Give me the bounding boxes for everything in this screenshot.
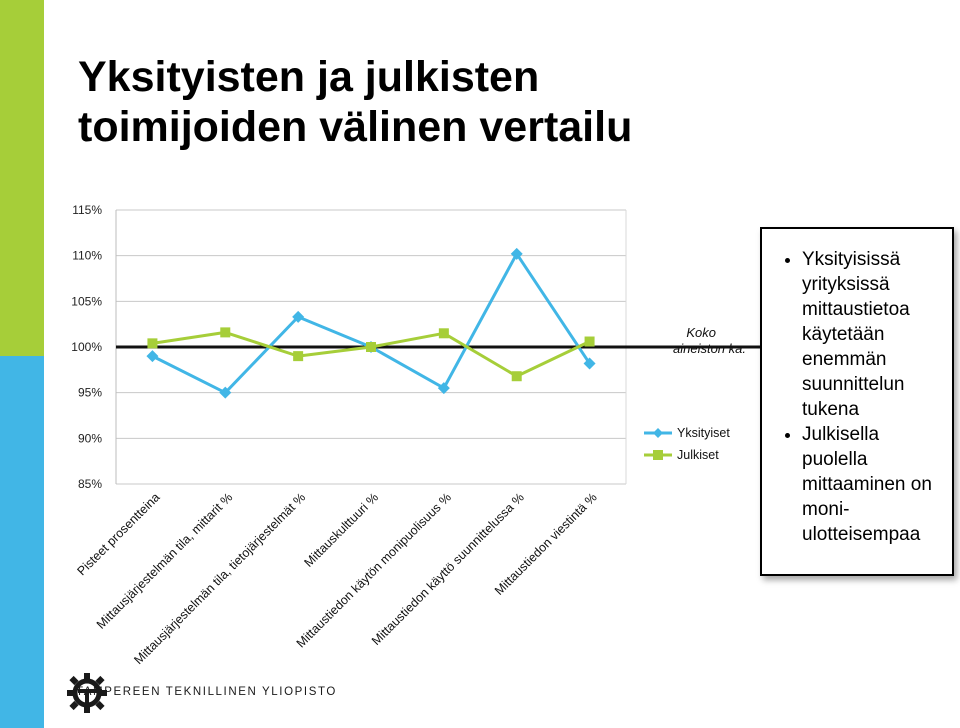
legend-label: Yksityiset (677, 426, 730, 440)
data-point-yksityiset (292, 310, 305, 323)
series-line-julkiset (152, 330, 591, 378)
bullet-2-line: ulotteisempaa (802, 524, 921, 545)
data-point-julkiset (584, 336, 595, 347)
data-point-julkiset (366, 342, 376, 352)
bullet-1-line: tukena (802, 399, 860, 420)
x-category-label: Mittaustiedon käytön monipuolisuus % (294, 490, 454, 650)
summary-bullet-2: Julkisella puolella mittaaminen on moni-… (802, 422, 944, 547)
footer-org-name: TAMPEREEN TEKNILLINEN YLIOPISTO (76, 686, 337, 698)
data-point-julkiset (220, 327, 231, 338)
bullet-1-line: yrityksissä (802, 274, 890, 295)
bullet-2-line: moni- (802, 499, 850, 520)
accent-green-band (0, 0, 44, 356)
reference-line-label: aineiston ka. (673, 341, 746, 356)
bullet-1-line: käytetään (802, 324, 885, 345)
y-axis-tick-labels: 115% 110% 105% 100% 95% 90% 85% (71, 203, 102, 491)
summary-bullet-1: Yksityisissä yrityksissä mittaustietoa k… (802, 247, 944, 422)
slide-title-line-2: toimijoiden välinen vertailu (78, 103, 633, 151)
y-tick-label: 85% (78, 477, 102, 491)
bullet-2-line: puolella (802, 449, 868, 470)
legend-marker (653, 428, 663, 438)
bullet-1-line: mittaustietoa (802, 299, 910, 320)
slide-title-line-1: Yksityisten ja julkisten (78, 53, 540, 101)
x-axis-category-labels: Pisteet prosentteinaMittausjärjestelmän … (75, 490, 600, 667)
slide-title: Yksityisten ja julkisten toimijoiden väl… (78, 52, 838, 152)
tut-gear-logo-icon (67, 673, 107, 713)
data-point-yksityiset (219, 386, 232, 399)
data-point-yksityiset (146, 350, 159, 363)
reference-line-label: Koko (686, 325, 716, 340)
legend-label: Julkiset (677, 448, 719, 462)
bullet-1-line: suunnittelun (802, 374, 905, 395)
summary-bullet-list: Yksityisissä yrityksissä mittaustietoa k… (762, 229, 952, 547)
y-tick-label: 100% (71, 340, 102, 354)
y-tick-label: 95% (78, 386, 102, 400)
bullet-2-line: mittaaminen on (802, 474, 932, 495)
chart-grid (115, 209, 627, 485)
data-point-julkiset (511, 371, 522, 382)
x-category-label: Mittausjärjestelmän tila, mittarit % (94, 490, 236, 632)
bullet-1-line: Yksityisissä (802, 249, 901, 270)
chart-legend: Yksityiset Julkiset (644, 426, 730, 462)
bullet-2-line: Julkisella (802, 424, 880, 445)
x-category-label: Mittaustiedon käyttö suunnittelussa % (369, 490, 527, 648)
data-point-julkiset (147, 338, 158, 349)
y-tick-label: 115% (72, 203, 102, 217)
summary-note-box: Yksityisissä yrityksissä mittaustietoa k… (760, 227, 954, 576)
y-tick-label: 90% (78, 431, 102, 445)
y-tick-label: 110% (72, 249, 102, 263)
x-category-label: Mittausjärjestelmän tila, tietojärjestel… (131, 490, 308, 667)
legend-marker (653, 450, 663, 460)
slide-accent-bar (0, 0, 44, 728)
data-point-yksityiset (437, 382, 450, 395)
y-tick-label: 105% (71, 294, 102, 308)
accent-blue-band (0, 356, 44, 728)
data-point-julkiset (293, 351, 304, 362)
x-category-label: Mittauskulttuuri % (301, 490, 381, 570)
bullet-1-line: enemmän (802, 349, 887, 370)
data-point-julkiset (438, 328, 449, 339)
data-point-yksityiset (510, 247, 523, 260)
data-point-yksityiset (583, 357, 596, 370)
series-lines (146, 247, 596, 399)
